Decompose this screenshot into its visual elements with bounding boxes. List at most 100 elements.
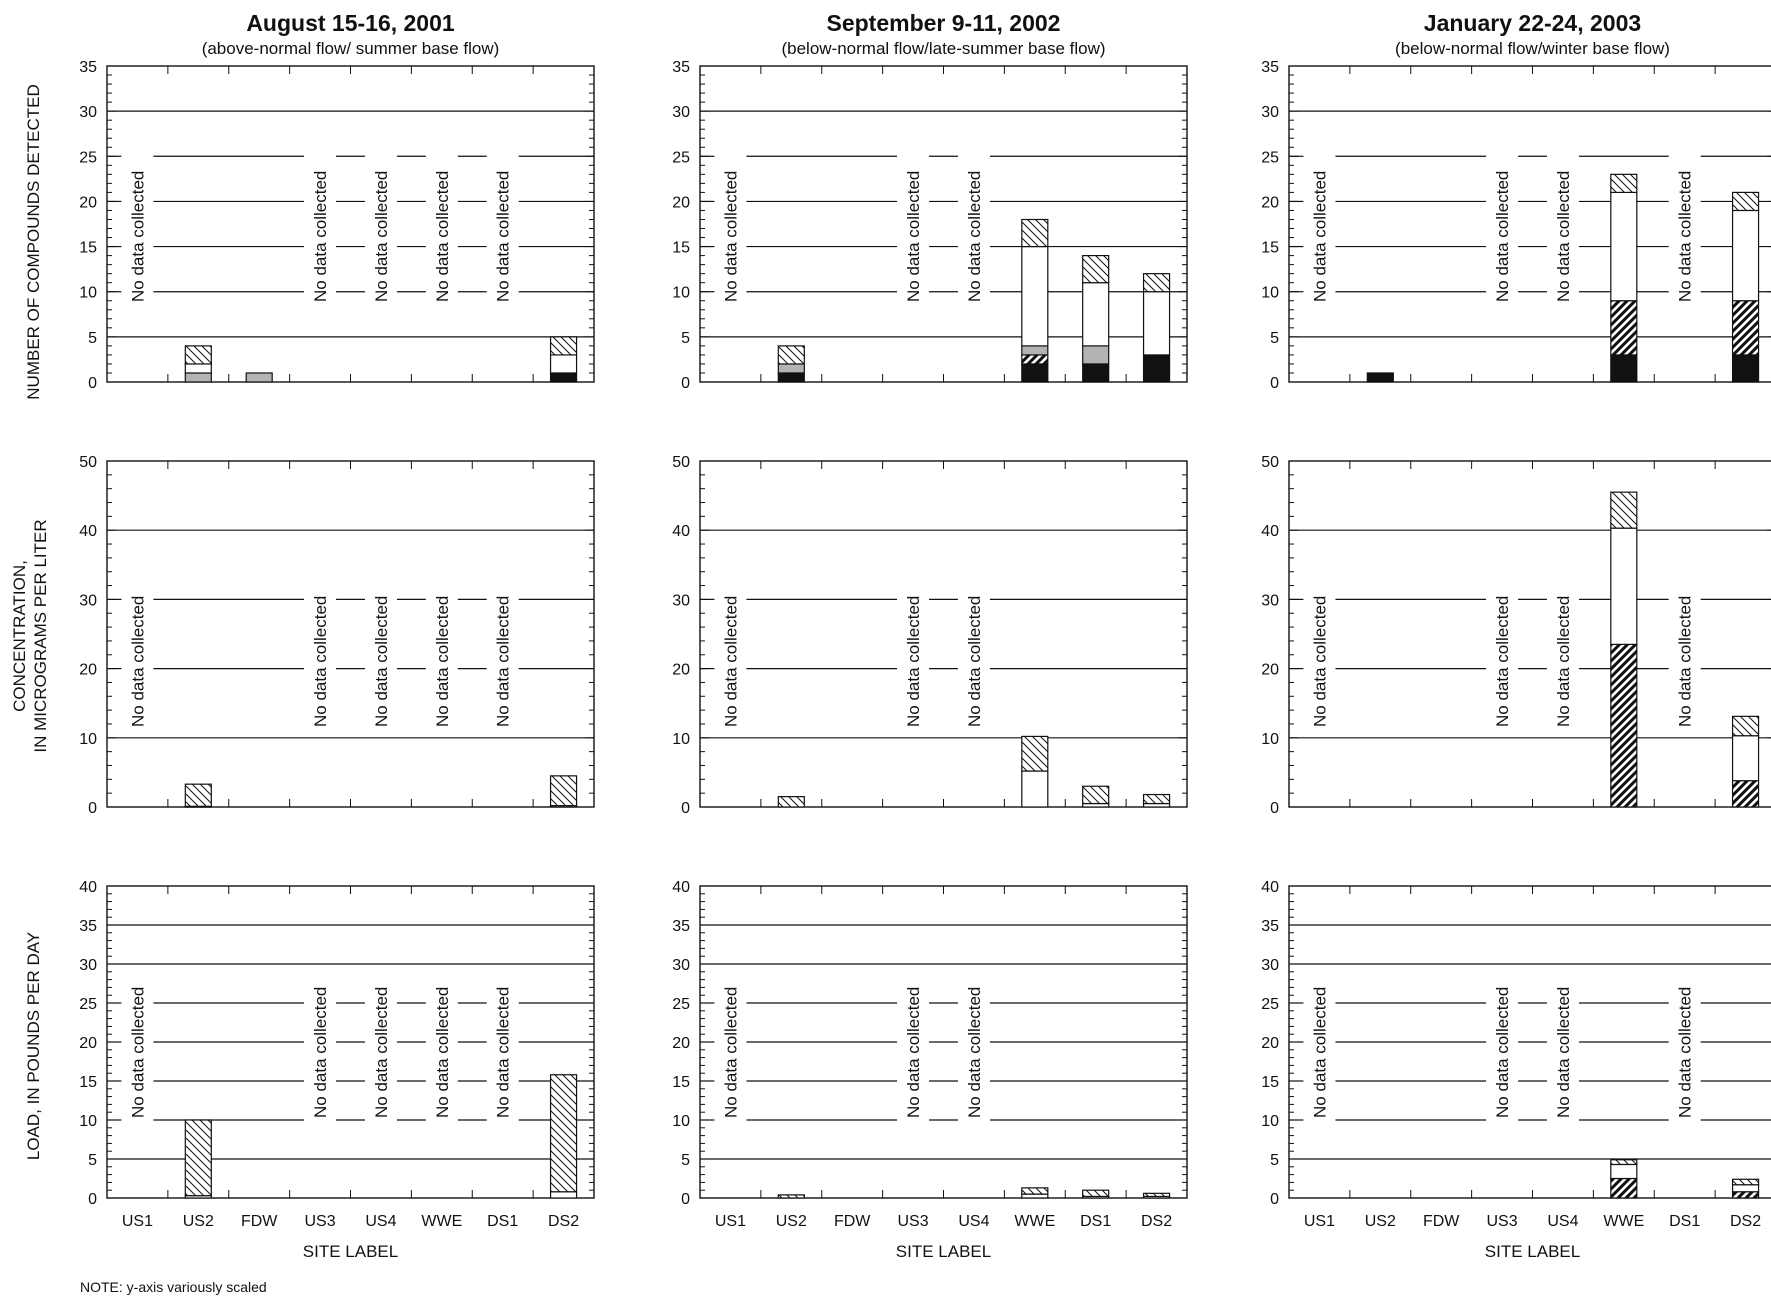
bar-us2: [777, 796, 805, 808]
y-axis-label-load: LOAD, IN POUNDS PER DAY: [24, 932, 43, 1160]
bar-segment-light-hatch: [549, 775, 578, 807]
no-data-label: No data collected: [721, 987, 740, 1118]
bar-segment-white: [1082, 282, 1110, 347]
bar-segment-solid: [1142, 354, 1171, 383]
bar-segment-solid: [1021, 363, 1049, 383]
no-data-label: No data collected: [372, 171, 391, 302]
panel-concentration: 0 10 20 30 40 50 No data collected No data coll…: [1261, 454, 1771, 817]
x-tick-label: US4: [958, 1213, 989, 1230]
no-data-label: No data collected: [1493, 596, 1512, 727]
panel-load: 0 5 10 15 20 25 30 35 40 No data collected No data…: [79, 879, 595, 1261]
no-data-label: No data collected: [721, 171, 740, 302]
no-data-label: No data collected: [1676, 987, 1695, 1118]
bar-ds1: [1082, 1189, 1110, 1199]
bar-ds2: [1142, 1192, 1171, 1199]
y-tick-label: 20: [79, 662, 97, 679]
no-data-label: No data collected: [1310, 171, 1329, 302]
x-tick-label: DS1: [1669, 1213, 1700, 1230]
bar-segment-white: [1021, 770, 1049, 808]
bar-us2: [184, 1119, 212, 1199]
bar-segment-light-hatch: [1021, 218, 1049, 248]
x-tick-label: FDW: [834, 1213, 871, 1230]
bar-segment-light-hatch: [1142, 1192, 1171, 1198]
bar-segment-solid: [1731, 354, 1760, 383]
bar-ds1: [1082, 785, 1110, 808]
no-data-label: No data collected: [904, 596, 923, 727]
plot-frame: [1288, 460, 1771, 808]
bar-ds2: [1731, 715, 1760, 808]
x-tick-label: US3: [1487, 1213, 1518, 1230]
y-tick-label: 50: [672, 454, 690, 471]
bar-segment-light-hatch: [1082, 1189, 1110, 1198]
bar-segment-solid: [777, 372, 805, 383]
bar-ds2: [1142, 793, 1171, 808]
bar-segment-light-hatch: [184, 1119, 212, 1197]
plot-frame: [699, 65, 1188, 383]
panel-count: 0 5 10 15 20 25 30 35 No data collected No data c…: [1261, 59, 1771, 392]
y-axis-label-conc-line2: IN MICROGRAMS PER LITER: [31, 519, 50, 752]
y-tick-label: 0: [88, 375, 97, 392]
y-tick-label: 20: [672, 662, 690, 679]
y-tick-label: 30: [79, 957, 97, 974]
bar-segment-light-hatch: [1731, 715, 1760, 737]
y-tick-label: 0: [88, 1191, 97, 1208]
y-tick-label: 10: [672, 1113, 690, 1130]
y-axis-label-conc-line1: CONCENTRATION,: [10, 560, 29, 712]
y-tick-label: 0: [681, 800, 690, 817]
no-data-label: No data collected: [1676, 596, 1695, 727]
no-data-label: No data collected: [128, 171, 147, 302]
y-tick-label: 30: [1261, 957, 1279, 974]
bar-segment-white: [1731, 209, 1760, 302]
no-data-label: No data collected: [311, 596, 330, 727]
x-tick-label: DS2: [1141, 1213, 1172, 1230]
bar-segment-light-hatch: [549, 1074, 578, 1193]
bar-ds1: [1082, 255, 1110, 383]
y-tick-label: 20: [1261, 1035, 1279, 1052]
bar-wwe: [1610, 1159, 1638, 1199]
no-data-label: No data collected: [372, 596, 391, 727]
y-tick-label: 40: [672, 523, 690, 540]
y-tick-label: 50: [79, 454, 97, 471]
y-tick-label: 30: [79, 592, 97, 609]
y-tick-label: 15: [672, 240, 690, 257]
x-tick-label: US3: [898, 1213, 929, 1230]
y-tick-label: 30: [1261, 104, 1279, 121]
bar-segment-heavy-hatch: [1021, 354, 1049, 365]
bar-segment-heavy-hatch: [1610, 300, 1638, 356]
y-tick-label: 40: [1261, 879, 1279, 896]
chart-subtitle: (below-normal flow/winter base flow): [1395, 39, 1670, 58]
y-tick-label: 50: [1261, 454, 1279, 471]
no-data-label: No data collected: [494, 987, 513, 1118]
bar-ds2: [1142, 273, 1171, 383]
no-data-label: No data collected: [904, 987, 923, 1118]
bar-segment-light-hatch: [1610, 1159, 1638, 1166]
y-tick-label: 40: [79, 523, 97, 540]
no-data-label: No data collected: [1493, 171, 1512, 302]
chart-title: August 15-16, 2001: [246, 10, 455, 36]
bar-segment-solid: [549, 372, 578, 383]
bar-ds2: [549, 775, 578, 808]
footnote: NOTE: y-axis variously scaled: [80, 1279, 267, 1295]
no-data-label: No data collected: [1310, 596, 1329, 727]
bar-us2: [184, 783, 212, 808]
chart-subtitle: (below-normal flow/late-summer base flow…: [781, 39, 1105, 58]
x-tick-label: FDW: [241, 1213, 278, 1230]
y-tick-label: 20: [1261, 194, 1279, 211]
y-tick-label: 10: [672, 731, 690, 748]
plot-frame: [699, 460, 1188, 808]
y-axis-label-count: NUMBER OF COMPOUNDS DETECTED: [24, 84, 43, 399]
chart-title: January 22-24, 2003: [1424, 10, 1641, 36]
x-axis-label: SITE LABEL: [303, 1242, 398, 1261]
x-tick-label: DS2: [1730, 1213, 1761, 1230]
no-data-label: No data collected: [372, 987, 391, 1118]
no-data-label: No data collected: [311, 987, 330, 1118]
bar-wwe: [1021, 1187, 1049, 1199]
bar-wwe: [1021, 218, 1049, 383]
bar-segment-heavy-hatch: [1731, 1191, 1760, 1199]
x-tick-label: US1: [715, 1213, 746, 1230]
no-data-label: No data collected: [965, 987, 984, 1118]
y-tick-label: 25: [672, 996, 690, 1013]
panel-count: 0 5 10 15 20 25 30 35 No data collected No data c…: [79, 59, 595, 392]
no-data-label: No data collected: [904, 171, 923, 302]
no-data-label: No data collected: [1493, 987, 1512, 1118]
